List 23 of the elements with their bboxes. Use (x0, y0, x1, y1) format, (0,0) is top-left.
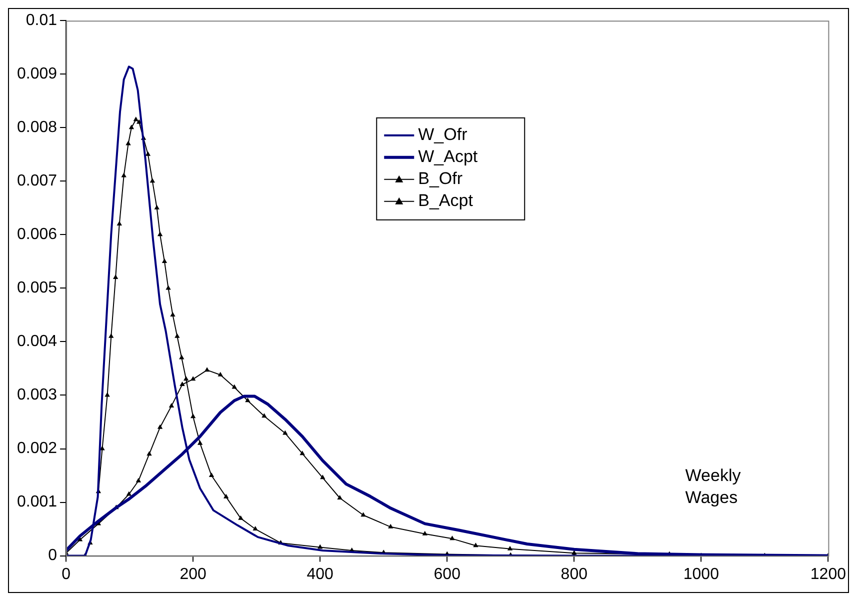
legend-label: W_Ofr (418, 125, 468, 144)
y-tick-label: 0.006 (16, 226, 58, 244)
x-tick-label: 1200 (810, 566, 846, 583)
x-tick-label: 200 (180, 566, 207, 583)
y-tick-label: 0.007 (16, 172, 58, 190)
x-tick-label: 800 (560, 566, 588, 583)
y-tick-label: 0.008 (16, 119, 58, 136)
legend-label: B_Ofr (418, 169, 463, 188)
x-tick-label: 400 (306, 566, 334, 583)
y-tick-label: 0.009 (16, 66, 58, 83)
y-tick-label: 0.002 (16, 440, 58, 458)
legend-label: W_Acpt (418, 147, 478, 166)
y-tick-label: 0.01 (26, 12, 58, 30)
y-tick-label: 0 (48, 547, 58, 564)
x-tick-label: 0 (62, 566, 71, 583)
y-tick-label: 0.005 (16, 280, 58, 297)
legend-label: B_Acpt (418, 191, 474, 210)
y-tick-label: 0.001 (16, 494, 58, 511)
y-tick-label: 0.003 (16, 386, 58, 404)
x-axis-title: Weekly Wages (685, 466, 742, 507)
y-tick-label: 0.004 (16, 333, 58, 350)
x-tick-label: 600 (434, 566, 461, 583)
x-tick-label: 1000 (683, 566, 720, 583)
